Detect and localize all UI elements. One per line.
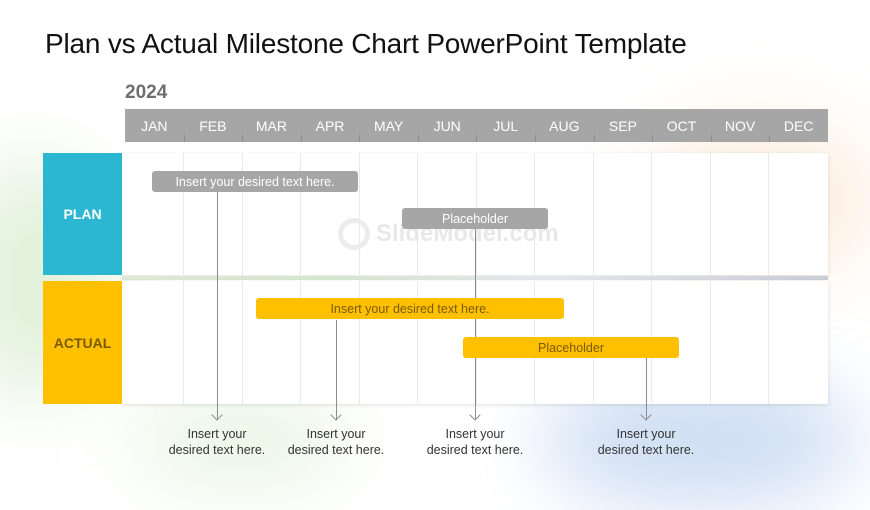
month-nov: NOV bbox=[710, 109, 770, 142]
month-mar: MAR bbox=[242, 109, 301, 142]
month-jan: JAN bbox=[141, 117, 168, 134]
month-sep: SEP bbox=[593, 109, 653, 142]
month-dec: DEC bbox=[769, 109, 828, 142]
actual-bar-2: Placeholder bbox=[463, 337, 679, 358]
month-jul: JUL bbox=[476, 109, 535, 142]
month-aug: AUG bbox=[535, 109, 594, 142]
connector-line-2 bbox=[336, 320, 337, 420]
year-label: 2024 bbox=[125, 82, 168, 103]
connector-line-4 bbox=[646, 358, 647, 420]
month-header: JAN FEB MAR APR MAY JUN JUL AUG SEP OCT … bbox=[125, 109, 828, 142]
milestone-note-4: Insert your desired text here. bbox=[597, 427, 695, 457]
connector-arrow-1 bbox=[211, 409, 223, 421]
actual-bar-1: Insert your desired text here. bbox=[256, 298, 564, 319]
plan-bar-1: Insert your desired text here. bbox=[152, 171, 358, 192]
month-may: MAY bbox=[359, 109, 418, 142]
plan-row-label: PLAN bbox=[43, 153, 122, 275]
actual-row-label: ACTUAL bbox=[43, 281, 122, 404]
connector-arrow-4 bbox=[640, 409, 652, 421]
page-title: Plan vs Actual Milestone Chart PowerPoin… bbox=[45, 28, 687, 59]
milestone-note-2: Insert your desired text here. bbox=[287, 427, 385, 457]
month-apr: APR bbox=[300, 109, 360, 142]
watermark-icon bbox=[338, 218, 370, 250]
connector-line-3 bbox=[475, 229, 476, 420]
plan-bar-2: Placeholder bbox=[402, 208, 548, 229]
month-oct: OCT bbox=[652, 109, 711, 142]
month-jun: JUN bbox=[417, 109, 477, 142]
milestone-note-1: Insert your desired text here. bbox=[168, 427, 266, 457]
connector-line-1 bbox=[217, 192, 218, 420]
month-feb: FEB bbox=[183, 109, 243, 142]
milestone-note-3: Insert your desired text here. bbox=[426, 427, 524, 457]
connector-arrow-2 bbox=[330, 409, 342, 421]
connector-arrow-3 bbox=[469, 409, 481, 421]
